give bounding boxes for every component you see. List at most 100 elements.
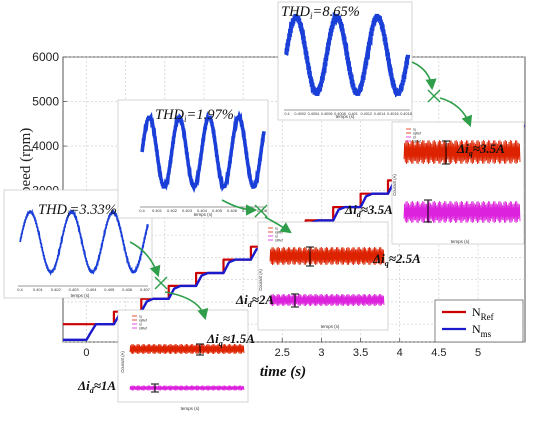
arrow-ripple-2 — [264, 216, 292, 234]
iq-trace — [269, 246, 385, 266]
phase-current-trace-2 — [140, 110, 266, 193]
x-tick-label: 2.5 — [275, 347, 290, 359]
id-ripple-label-1: Δid≈1A — [77, 378, 116, 395]
arrow-thd-3 — [411, 61, 437, 91]
inset-tick-label: 0.404 — [197, 208, 208, 213]
dq-current-traces-3 — [403, 139, 521, 224]
iq-ripple-label-2: Δiq≈2.5A — [372, 251, 421, 268]
inset-legend-label: iqRef — [275, 230, 283, 234]
inset-tick-label: 0.402 — [167, 208, 178, 213]
inset-legend-label: iq — [139, 314, 142, 318]
inset-xlabel: temps (s) — [194, 212, 213, 217]
iq-trace — [403, 139, 521, 165]
inset-legend-label: iqRef — [413, 131, 421, 135]
inset-legend-label: iqRef — [139, 318, 147, 322]
inset-xlabel: temps (s) — [71, 293, 90, 298]
dq-current-traces-1 — [129, 343, 245, 393]
legend: NRef Nms — [434, 299, 524, 343]
x-axis-label: time (s) — [260, 364, 306, 380]
inset-legend-label: iq — [413, 127, 416, 131]
current-waveform — [284, 11, 411, 98]
inset-tick-label: 0.4008 — [334, 112, 346, 116]
id-ripple-label-3: Δid≈3.5A — [344, 202, 393, 219]
inset-legend-label: iq — [275, 226, 278, 230]
current-waveform — [19, 208, 149, 277]
inset-tick-label: 0.4018 — [400, 112, 412, 116]
operating-point-markers — [129, 61, 473, 321]
inset-tick-label: 0.4004 — [308, 112, 320, 116]
inset-tick-label: 0.405 — [212, 208, 223, 213]
thd-label-1: THDi=3.33% — [38, 202, 117, 219]
id-ripple-label-2: Δid≈2A — [235, 292, 274, 309]
phase-current-trace-3 — [284, 11, 411, 98]
iq-ripple-label-3: Δiq≈3.5A — [456, 141, 505, 158]
inset-tick-label: 0.403 — [69, 287, 80, 292]
inset-tick-label: 0.401 — [348, 112, 358, 116]
inset-tick-label: 0.4006 — [321, 112, 333, 116]
inset-xlabel: temps (s) — [321, 324, 340, 329]
legend-ms-label: Nms — [472, 322, 492, 339]
thd-label-2: THDi=1.97% — [155, 107, 234, 124]
x-tick-label: 4.5 — [431, 347, 446, 359]
inset-tick-label: 0.403 — [182, 208, 193, 213]
inset-xlabel: temps (s) — [336, 114, 355, 119]
marker-cross-3 — [427, 89, 441, 103]
inset-tick-label: 0.4014 — [374, 112, 386, 116]
thd-label-3: THDi=8.65% — [281, 4, 360, 21]
arrow-ripple-1 — [164, 291, 209, 321]
inset-thd-865: 0.4 0.4002 0.4004 0.4006 0.4008 0.401 0.4012 0.… — [277, 1, 413, 121]
inset-tick-label: 0.405 — [104, 287, 115, 292]
phase-current-trace-1 — [19, 208, 149, 277]
inset-tick-label: 0.4016 — [387, 112, 399, 116]
arrow-ripple-3 — [439, 97, 473, 128]
current-waveform — [140, 110, 266, 193]
inset-tick-label: 0.401 — [33, 287, 44, 292]
y-tick-label: 4000 — [32, 139, 59, 153]
arrow-thd-1 — [129, 241, 161, 278]
id-trace — [129, 385, 245, 391]
inset-tick-label: 0.402 — [51, 287, 62, 292]
dq-current-traces-2 — [269, 246, 385, 308]
arrow-thd-2 — [221, 199, 258, 216]
inset-tick-label: 0.4 — [284, 112, 289, 116]
inset-legend-label: id — [275, 234, 278, 238]
y-axis-ticks: 3000400050006000 — [32, 50, 67, 198]
inset-legend-label: id — [139, 322, 142, 326]
inset-ylabel: Courant (A) — [392, 174, 397, 196]
x-tick-label: 0 — [83, 347, 89, 359]
inset-ylabel: Courant (A) — [258, 269, 263, 291]
iq-ripple-label-1: Δiq≈1.5A — [206, 331, 255, 348]
inset-tick-label: 0.401 — [152, 208, 163, 213]
y-tick-label: 5000 — [32, 95, 59, 109]
inset-legend-label: idRef — [275, 238, 283, 242]
y-tick-label: 6000 — [32, 50, 59, 64]
inset-tick-label: 0.406 — [122, 287, 133, 292]
x-tick-label: 3 — [318, 347, 324, 359]
marker-cross-1 — [154, 276, 168, 290]
x-tick-label: 3.5 — [353, 347, 368, 359]
inset-thd-197: 0.40.4010.4020.4030.4040.4050.4060.4070.… — [117, 99, 269, 219]
inset-ylabel: Courant (A) — [120, 351, 125, 373]
inset-tick-label: 0.404 — [86, 287, 97, 292]
y-axis-label: Speed (rpm) — [18, 128, 34, 203]
iq-trace — [129, 343, 245, 355]
inset-tick-label: 0.4 — [17, 287, 23, 292]
inset-tick-label: 0.407 — [140, 287, 151, 292]
inset-tick-label: 0.4012 — [361, 112, 373, 116]
inset-legend-label: idRef — [413, 139, 421, 143]
id-trace — [269, 293, 385, 307]
inset-tick-label: 0.4002 — [294, 112, 306, 116]
inset-tick-label: 0.4 — [139, 208, 145, 213]
inset-xlabel: temps (s) — [451, 239, 470, 244]
x-tick-label: 4 — [397, 347, 403, 359]
inset-tick-label: 0.406 — [227, 208, 238, 213]
inset-legend-label: idRef — [139, 326, 147, 330]
inset-legend-label: id — [413, 135, 416, 139]
inset-xlabel: temps (s) — [181, 406, 200, 411]
id-trace — [403, 200, 521, 224]
legend-ref-label: NRef — [472, 305, 494, 322]
